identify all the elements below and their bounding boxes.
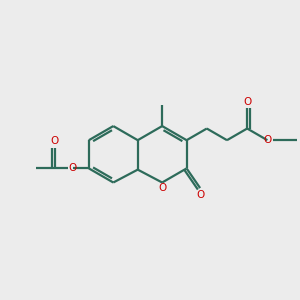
Text: O: O [50, 136, 59, 146]
Text: O: O [243, 97, 251, 106]
Text: O: O [196, 190, 204, 200]
Text: O: O [158, 183, 166, 193]
Text: O: O [69, 164, 77, 173]
Text: O: O [263, 135, 272, 145]
